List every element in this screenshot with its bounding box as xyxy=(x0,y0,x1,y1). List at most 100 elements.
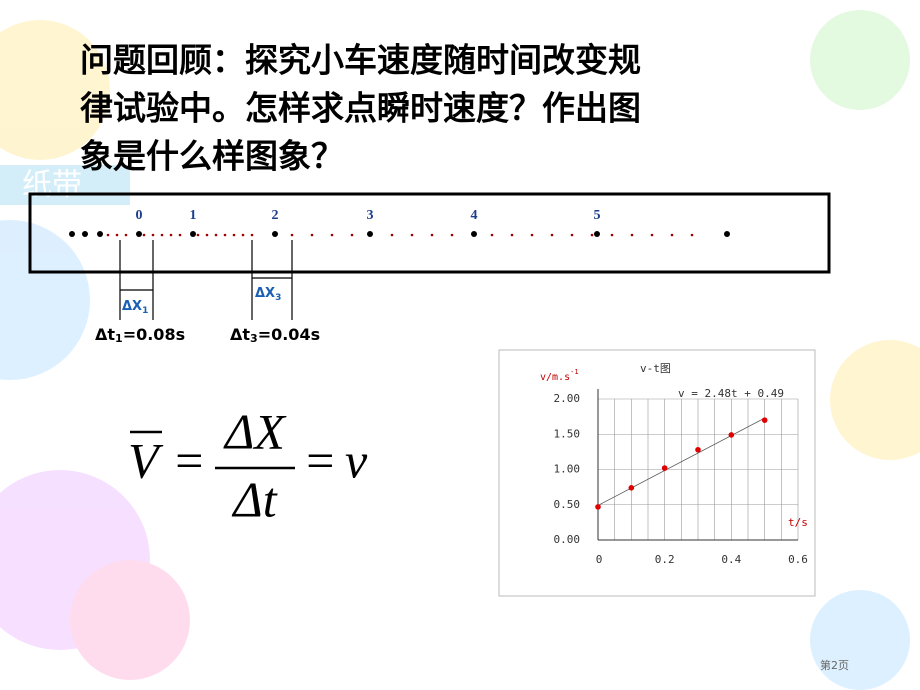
tape-dot xyxy=(124,233,128,237)
dx3: ΔX3 xyxy=(255,286,281,303)
tape-dot xyxy=(670,233,674,237)
tape-dot xyxy=(142,233,146,237)
tape-dot xyxy=(430,233,434,237)
equals: = xyxy=(303,432,337,488)
brackets xyxy=(119,240,293,320)
dt3: Δt3=0.04s xyxy=(230,325,320,346)
background-decoration xyxy=(0,10,920,690)
tape-dot xyxy=(410,233,414,237)
tape-label-bg xyxy=(0,165,130,205)
tape-dot xyxy=(82,231,88,237)
tape-dot xyxy=(272,231,278,237)
chart-title: v-t图 xyxy=(640,362,671,375)
dt1: Δt1=0.08s xyxy=(95,325,185,346)
tape-dot xyxy=(196,233,200,237)
point xyxy=(661,465,668,471)
tape-dot xyxy=(223,233,227,237)
tape-dot xyxy=(724,231,730,237)
x-tick-label: 0.2 xyxy=(655,553,675,566)
tape-dot xyxy=(290,233,294,237)
rest: =0.04s xyxy=(258,325,320,344)
title-line: 象是什么样图象？ xyxy=(80,137,344,176)
tape-dot xyxy=(214,233,218,237)
title-line: 问题回顾：探究小车速度随时间改变规 xyxy=(80,41,641,80)
numerator: ΔX xyxy=(223,403,287,459)
y-tick-label: 0.00 xyxy=(554,533,581,546)
dx1: ΔX1 xyxy=(122,299,148,316)
tape-dot xyxy=(169,233,173,237)
tape-dot xyxy=(367,231,373,237)
x-tick-label: 0.6 xyxy=(788,553,808,566)
tape-dot xyxy=(310,233,314,237)
y-tick-label: 2.00 xyxy=(554,392,581,405)
tape-dot xyxy=(530,233,534,237)
tape-dot xyxy=(232,233,236,237)
tape-dot xyxy=(610,233,614,237)
tape-dot xyxy=(190,231,196,237)
point xyxy=(728,432,735,438)
trend-line xyxy=(597,417,765,506)
y-tick-label: 1.00 xyxy=(554,463,581,476)
sym: Δt xyxy=(95,325,115,344)
tape-dot xyxy=(151,233,155,237)
tape-dot xyxy=(115,233,119,237)
x-tick-label: 0 xyxy=(596,553,603,566)
tape-number: 4 xyxy=(471,208,478,223)
trend-equation: v = 2.48t + 0.49 xyxy=(678,387,784,400)
tape-dot xyxy=(250,233,254,237)
tape-dot xyxy=(450,233,454,237)
sub: 3 xyxy=(275,293,281,303)
y-tick-label: 0.50 xyxy=(554,498,581,511)
tape-box xyxy=(28,192,831,274)
formula: V = ΔX Δt = v xyxy=(128,403,368,527)
sym: ΔX xyxy=(255,286,275,301)
tape-dot xyxy=(471,231,477,237)
sub: 1 xyxy=(115,332,123,345)
tape-dot xyxy=(330,233,334,237)
y-tick-label: 1.50 xyxy=(554,427,581,440)
tape-dot xyxy=(590,233,594,237)
rhs: v xyxy=(345,432,368,488)
point xyxy=(761,417,768,423)
y-label-text: v/m.s xyxy=(540,372,570,383)
rest: =0.08s xyxy=(123,325,185,344)
sub: 1 xyxy=(142,306,148,316)
y-label-sup: -1 xyxy=(570,368,578,376)
tape-dot xyxy=(690,233,694,237)
y-axis-label: v/m.s-1 xyxy=(540,368,579,383)
chart-frame xyxy=(498,349,816,597)
tape-number: 1 xyxy=(190,208,197,223)
tape-number: 3 xyxy=(367,208,374,223)
tape-dot xyxy=(594,231,600,237)
tape-dot xyxy=(490,233,494,237)
tape-dot xyxy=(97,231,103,237)
lhs: V xyxy=(128,432,164,488)
tape-dot xyxy=(178,233,182,237)
tape-dot xyxy=(160,233,164,237)
tape-dot xyxy=(205,233,209,237)
denominator: Δt xyxy=(231,471,277,527)
tape-dot xyxy=(550,233,554,237)
tape-dot xyxy=(630,233,634,237)
tape-dot xyxy=(390,233,394,237)
point xyxy=(595,504,601,510)
tape-dot xyxy=(241,233,245,237)
tape-number: 0 xyxy=(136,208,143,223)
tape-dot xyxy=(510,233,514,237)
tape-dot xyxy=(136,231,142,237)
title-line: 律试验中。怎样求点瞬时速度？作出图 xyxy=(80,89,641,128)
point xyxy=(628,485,635,491)
page-number: 第2页 xyxy=(820,658,849,672)
tape-number: 2 xyxy=(272,208,279,223)
tape-dot xyxy=(650,233,654,237)
x-tick-label: 0.4 xyxy=(721,553,741,566)
equals: = xyxy=(172,432,206,488)
tape-dot xyxy=(69,231,75,237)
tape-watermark: 纸带 xyxy=(22,168,82,203)
tape-number: 5 xyxy=(594,208,601,223)
tape-dot xyxy=(570,233,574,237)
sub: 3 xyxy=(250,332,258,345)
tape-dot xyxy=(106,233,110,237)
